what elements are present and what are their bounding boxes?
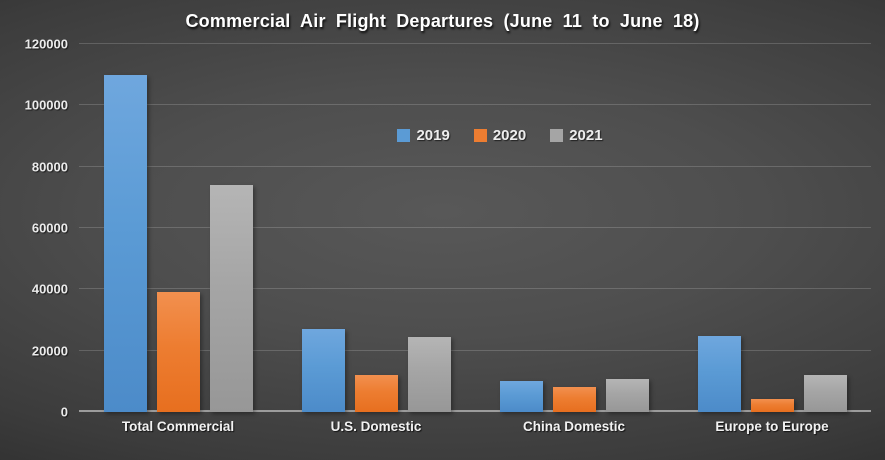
x-axis-labels: Total Commercial U.S. Domestic China Domes… [79, 419, 871, 434]
bar-2020-total-commercial [156, 292, 200, 412]
bar-2021-europe-to-europe [803, 375, 847, 412]
bar-2020-u-s-domestic [354, 374, 398, 412]
gridline-120000 [79, 43, 871, 44]
category-label-china-domestic: China Domestic [522, 419, 626, 434]
y-tick-label-20000: 20000 [31, 343, 68, 359]
y-tick-label-0: 0 [60, 404, 68, 420]
bar-group-china-domestic [475, 44, 673, 412]
category-label-total-commercial: Total Commercial [121, 419, 235, 434]
bar-groups [79, 44, 871, 412]
y-tick-label-80000: 80000 [31, 159, 68, 175]
gridline-40000 [79, 288, 871, 290]
bar-2019-u-s-domestic [301, 328, 345, 412]
y-tick-label-100000: 100000 [24, 97, 68, 113]
bar-2019-total-commercial [103, 74, 147, 412]
y-tick-label-120000: 120000 [24, 36, 68, 52]
gridline-20000 [79, 349, 871, 351]
bar-2019-china-domestic [499, 381, 543, 412]
gridline-100000 [79, 104, 871, 106]
chart-title: Commercial Air Flight Departures (June 1… [185, 11, 700, 31]
category-label-u-s-domestic: U.S. Domestic [330, 419, 422, 434]
bar-group-total-commercial [79, 44, 277, 412]
plot-area: 0 20000 40000 60000 80000 100000 120000 [25, 37, 871, 420]
bar-group-europe-to-europe [673, 44, 871, 412]
bar-2021-china-domestic [605, 378, 649, 412]
bar-2020-europe-to-europe [750, 399, 794, 412]
gridline-80000 [79, 165, 871, 167]
bar-2021-total-commercial [209, 185, 253, 412]
y-tick-label-60000: 60000 [31, 220, 68, 236]
category-label-europe-to-europe: Europe to Europe [715, 419, 829, 434]
x-axis-baseline [79, 410, 871, 412]
gridline-60000 [79, 227, 871, 228]
bar-group-u-s-domestic [277, 44, 475, 412]
bar-2019-europe-to-europe [697, 336, 741, 412]
bar-2020-china-domestic [552, 387, 596, 412]
y-tick-label-40000: 40000 [31, 281, 68, 297]
bar-2021-u-s-domestic [407, 337, 451, 412]
